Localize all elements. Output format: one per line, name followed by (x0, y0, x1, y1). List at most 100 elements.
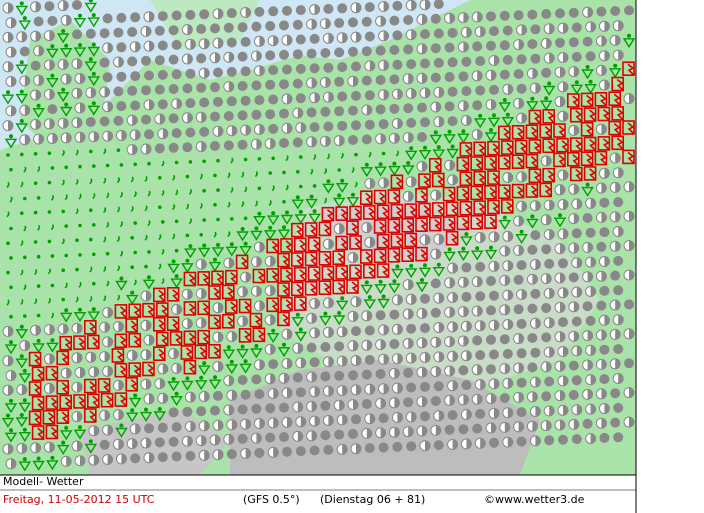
partly-cloudy-fill (187, 112, 193, 123)
drizzle-comma (144, 175, 148, 182)
overcast (375, 45, 386, 56)
shower-dot (185, 376, 190, 381)
thunder-bolt (282, 313, 290, 326)
weather-symbol (171, 362, 183, 374)
drizzle-comma (64, 282, 68, 289)
drizzle-comma (133, 191, 137, 198)
shower-symbol (4, 344, 18, 355)
weather-symbol (309, 357, 320, 368)
thunder-bolt (340, 208, 348, 221)
weather-symbol (15, 119, 29, 134)
overcast (337, 120, 348, 131)
weather-symbol (446, 144, 459, 159)
thunder-symbol (349, 205, 362, 221)
partly-cloudy-fill (422, 161, 427, 172)
overcast (541, 67, 552, 78)
overcast (213, 67, 223, 78)
overcast (613, 432, 624, 443)
overcast (72, 0, 82, 10)
weather-symbol (378, 324, 390, 336)
weather-symbol (264, 285, 276, 297)
partly-cloudy-fill (24, 134, 30, 145)
weather-symbol (430, 101, 442, 113)
weather-symbol (444, 277, 456, 289)
weather-symbol (30, 60, 41, 71)
partly-cloudy-fill (435, 190, 441, 201)
thunder-bolt (530, 126, 538, 139)
partly-cloudy-fill (549, 53, 555, 64)
overcast (157, 99, 168, 110)
weather-symbol (75, 238, 79, 242)
partly-cloudy-fill (311, 136, 317, 147)
overcast (279, 402, 289, 413)
weather-symbol (583, 166, 597, 181)
weather-symbol (539, 96, 553, 111)
overcast (585, 227, 596, 238)
partly-cloudy-fill (353, 76, 358, 87)
weather-symbol (595, 211, 607, 223)
overcast (430, 278, 441, 289)
weather-symbol (50, 283, 55, 288)
partly-cloudy-fill (218, 126, 223, 137)
shower-dot (36, 456, 41, 461)
weather-symbol (250, 138, 262, 150)
weather-symbol (115, 453, 127, 465)
partly-cloudy-fill (245, 125, 251, 136)
weather-symbol (582, 271, 594, 283)
overcast (378, 413, 389, 424)
overcast (599, 374, 610, 385)
weather-symbol (140, 349, 152, 361)
partly-cloudy-fill (218, 361, 223, 372)
overcast (309, 122, 320, 133)
overcast (406, 441, 417, 452)
weather-symbol (208, 314, 221, 330)
overcast (265, 50, 276, 61)
weather-symbol (213, 96, 223, 107)
weather-symbol (333, 135, 345, 147)
overcast (420, 323, 430, 334)
weather-symbol (9, 285, 13, 290)
weather-symbol (429, 130, 443, 145)
weather-symbol (515, 229, 528, 245)
shower-dot (505, 112, 510, 117)
partly-cloudy-fill (604, 403, 610, 414)
weather-symbol (622, 120, 635, 135)
partly-cloudy-fill (215, 52, 220, 63)
weather-symbol (447, 350, 459, 362)
thunder-symbol (525, 153, 539, 169)
shower-dot (199, 375, 204, 380)
overcast (472, 41, 483, 52)
partly-cloudy-fill (466, 438, 472, 449)
weather-symbol (281, 387, 293, 399)
weather-symbol (391, 88, 403, 100)
shower-symbol (87, 76, 101, 87)
partly-cloudy-fill (380, 427, 386, 438)
partly-cloudy-fill (587, 271, 593, 282)
weather-symbol (125, 376, 138, 392)
weather-symbol (447, 321, 459, 333)
thunder-symbol (566, 93, 580, 108)
weather-symbol (37, 165, 41, 173)
weather-symbol (74, 367, 86, 378)
drizzle-comma (130, 176, 134, 183)
partly-cloudy-fill (535, 83, 541, 94)
weather-symbol (285, 184, 289, 191)
weather-symbol (475, 261, 486, 272)
weather-symbol (319, 18, 331, 30)
weather-symbol (299, 184, 303, 189)
weather-symbol (361, 222, 373, 234)
weather-symbol (513, 10, 524, 21)
thunder-symbol (225, 269, 238, 285)
weather-symbol (267, 446, 279, 458)
thunder-symbol (431, 202, 445, 217)
thunder-symbol (597, 106, 611, 122)
thunder-symbol (307, 266, 321, 281)
overcast (268, 359, 279, 370)
thunder-bolt (599, 152, 607, 166)
weather-symbol (516, 83, 527, 94)
thunder-symbol (528, 109, 542, 125)
thunder-symbol (484, 155, 497, 171)
weather-symbol (73, 43, 87, 58)
partly-cloudy-fill (383, 30, 389, 41)
weather-symbol (540, 155, 552, 167)
